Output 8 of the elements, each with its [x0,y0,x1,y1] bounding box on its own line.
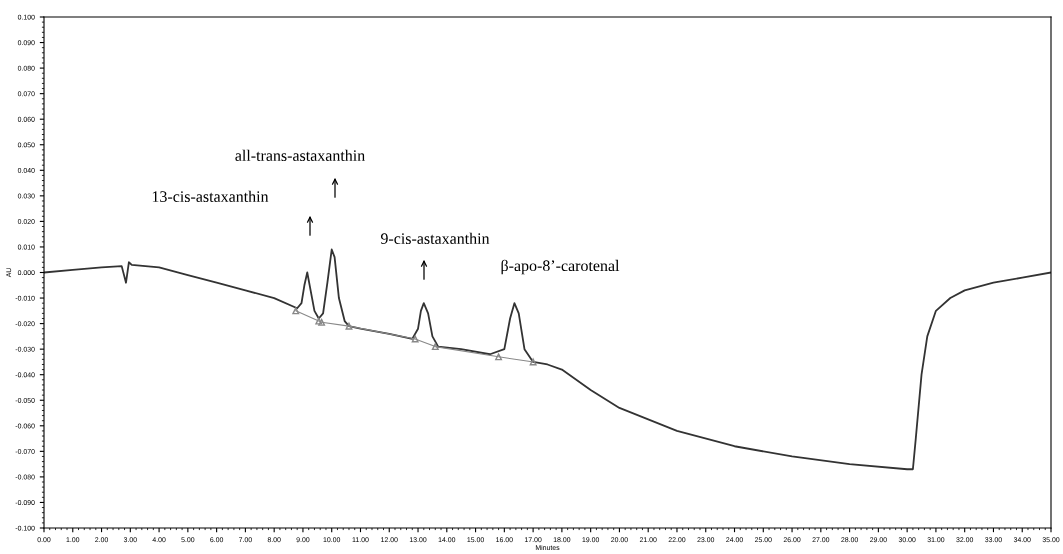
annotation: 13-cis-astaxanthin [152,190,269,202]
annotation: β-apo-8’-carotenal [501,259,620,275]
point [345,322,353,330]
line-series [44,248,1051,471]
point [318,318,326,326]
line-series [292,307,537,366]
annotation: 9-cis-astaxanthin [380,232,490,244]
annotation: all-trans-astaxanthin [235,149,365,161]
